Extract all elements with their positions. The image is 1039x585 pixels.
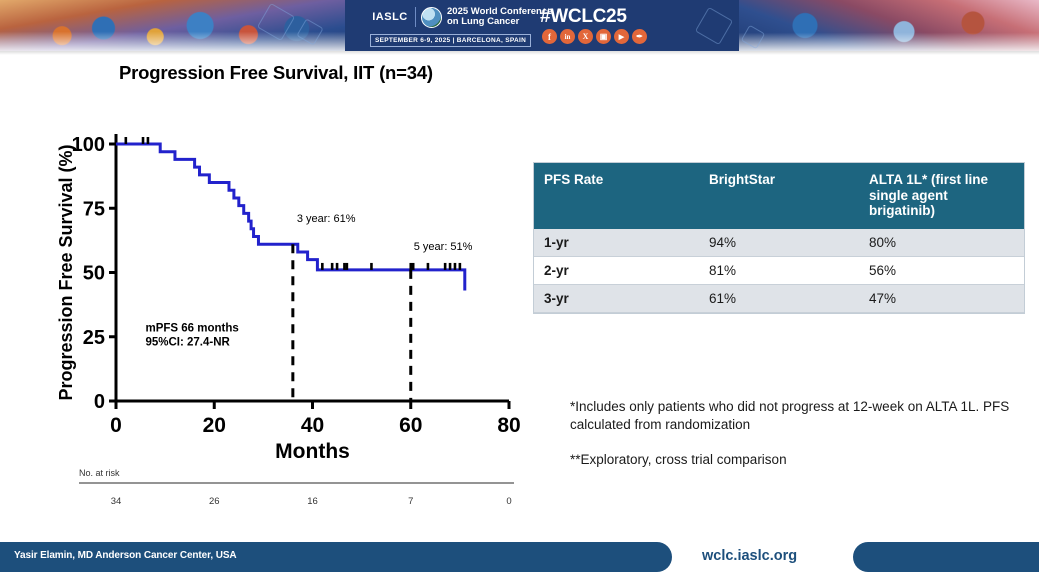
at-risk-count: 34: [111, 496, 122, 506]
iaslc-abbr: IASLC: [372, 11, 408, 23]
x-tick-label: 60: [399, 414, 422, 437]
pfs-rate-table: PFS Rate BrightStar ALTA 1L* (first line…: [534, 163, 1024, 313]
presenter-name: Yasir Elamin, MD Anderson Cancer Center,…: [14, 550, 237, 561]
social-links-row: f in X ▣ ▶ ✒: [542, 29, 647, 44]
footer-bar-left: [0, 542, 672, 572]
hex-decoration-icon: [694, 6, 734, 46]
cell-alta: 47%: [859, 284, 1024, 313]
footnote-asterisk: *Includes only patients who did not prog…: [570, 399, 1010, 432]
at-risk-count: 0: [506, 496, 511, 506]
at-risk-count: 16: [307, 496, 318, 506]
at-risk-count: 26: [209, 496, 220, 506]
cell-rate: 1-yr: [534, 228, 699, 257]
cell-rate: 3-yr: [534, 284, 699, 313]
banner-photo-right: [739, 0, 1039, 51]
conference-name-line1: 2025 World Conference: [447, 5, 553, 17]
chart-annotation: 95%CI: 27.4-NR: [145, 336, 230, 348]
chart-annotation: 3 year: 61%: [297, 213, 356, 225]
y-tick-label: 25: [83, 327, 105, 349]
instagram-icon[interactable]: ▣: [596, 29, 611, 44]
conference-name-line2: on Lung Cancer: [447, 16, 520, 27]
conference-banner: IASLC 2025 World Conference on Lung Canc…: [0, 0, 1039, 51]
chart-annotation: mPFS 66 months: [145, 323, 238, 335]
chart-annotation: 5 year: 51%: [414, 241, 473, 253]
table-row: 1-yr 94% 80%: [534, 228, 1024, 257]
iaslc-wordmark-icon: IASLC: [370, 11, 410, 23]
kaplan-meier-chart: 0 25 50 75 100 0 20 40 60 80 Months Progression Fre…: [54, 126, 534, 506]
table-row: 2-yr 81% 56%: [534, 256, 1024, 285]
footnotes-block: *Includes only patients who did not prog…: [570, 398, 1010, 469]
footnote-double-asterisk: **Exploratory, cross trial comparison: [570, 452, 787, 467]
conference-url[interactable]: wclc.iaslc.org: [702, 548, 798, 564]
x-tick-label: 40: [301, 414, 324, 437]
page-title: Progression Free Survival, IIT (n=34): [119, 62, 433, 83]
slide-footer: Yasir Elamin, MD Anderson Cancer Center,…: [0, 534, 1039, 585]
y-tick-label: 0: [94, 391, 105, 413]
table-row: 3-yr 61% 47%: [534, 284, 1024, 313]
conference-date: SEPTEMBER 6-9, 2025 | BARCELONA, SPAIN: [370, 34, 532, 47]
y-axis-title: Progression Free Survival (%): [56, 144, 76, 400]
km-curve: [116, 142, 467, 291]
cell-alta: 56%: [859, 256, 1024, 285]
cell-brightstar: 81%: [699, 256, 859, 285]
linkedin-icon[interactable]: in: [560, 29, 575, 44]
x-tick-label: 80: [497, 414, 520, 437]
y-tick-label: 50: [83, 263, 105, 285]
at-risk-count: 7: [408, 496, 413, 506]
y-tick-label: 75: [83, 198, 105, 220]
column-header-alta1l: ALTA 1L* (first line single agent brigat…: [859, 163, 1024, 229]
column-header-brightstar: BrightStar: [699, 163, 859, 229]
at-risk-label: No. at risk: [79, 468, 120, 478]
y-tick-label: 100: [72, 134, 105, 156]
youtube-icon[interactable]: ▶: [614, 29, 629, 44]
x-tick-label: 20: [203, 414, 226, 437]
x-twitter-icon[interactable]: X: [578, 29, 593, 44]
globe-icon: [421, 6, 442, 28]
banner-shadow: [0, 51, 1039, 55]
iaslc-logo-block: IASLC 2025 World Conference on Lung Canc…: [370, 5, 600, 47]
x-tick-label: 0: [110, 414, 122, 437]
table-header-row: PFS Rate BrightStar ALTA 1L* (first line…: [534, 163, 1024, 229]
chart-svg: 0 25 50 75 100 0 20 40 60 80 Months Progression Fre…: [56, 134, 521, 506]
conference-name: 2025 World Conference on Lung Cancer: [447, 5, 553, 28]
logo-divider: [415, 7, 416, 27]
conference-hashtag: #WCLC25: [540, 6, 627, 27]
cell-brightstar: 61%: [699, 284, 859, 313]
facebook-icon[interactable]: f: [542, 29, 557, 44]
banner-center-block: IASLC 2025 World Conference on Lung Canc…: [370, 0, 670, 51]
cell-rate: 2-yr: [534, 256, 699, 285]
link-icon[interactable]: ✒: [632, 29, 647, 44]
footer-bar-right: [853, 542, 1039, 572]
cell-alta: 80%: [859, 228, 1024, 257]
banner-photo-left: [0, 0, 345, 51]
x-axis-title: Months: [275, 440, 350, 463]
cell-brightstar: 94%: [699, 228, 859, 257]
column-header-pfs-rate: PFS Rate: [534, 163, 699, 229]
